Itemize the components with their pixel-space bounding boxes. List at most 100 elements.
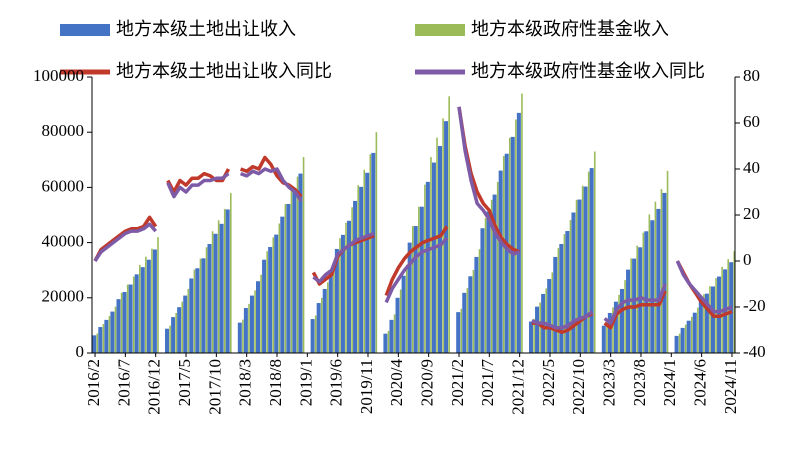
bar [648, 214, 651, 353]
bar [395, 297, 400, 353]
y2-tick-label: 40 [743, 158, 760, 177]
bar [369, 154, 372, 353]
bar [345, 222, 347, 353]
bar [411, 226, 414, 353]
bar [613, 301, 618, 353]
bar [496, 181, 499, 353]
y2-tick-label: -40 [743, 342, 766, 361]
x-tick-label: 2021/2 [448, 359, 467, 406]
bar [557, 248, 560, 353]
bar [371, 152, 376, 353]
bar [357, 185, 359, 353]
bar [262, 259, 267, 353]
bar [314, 315, 317, 353]
bar [229, 192, 232, 353]
bar [310, 319, 315, 353]
bar [187, 288, 190, 353]
bar [280, 216, 285, 353]
bar [102, 324, 105, 353]
bar [213, 233, 218, 353]
bar [284, 203, 287, 353]
bar [128, 284, 133, 353]
bar [703, 294, 705, 353]
bar [474, 256, 479, 353]
bar [486, 211, 491, 353]
bar [322, 288, 327, 353]
bar [292, 191, 297, 353]
x-tick-label: 2021/12 [509, 359, 528, 415]
bar [268, 247, 273, 353]
y-tick-label: 40000 [42, 232, 85, 251]
bar [146, 259, 151, 353]
bar [551, 272, 554, 353]
bar [151, 248, 153, 353]
bar [181, 301, 184, 353]
bar [126, 284, 129, 353]
y2-tick-label: 80 [743, 66, 760, 85]
bar [205, 247, 208, 353]
bar [539, 302, 541, 353]
bar [498, 170, 503, 353]
bar [480, 228, 485, 353]
bar [504, 153, 509, 353]
bar [444, 121, 449, 353]
bar [157, 237, 159, 353]
bar [709, 286, 711, 353]
bar [535, 306, 540, 353]
bar [339, 238, 341, 353]
line-series [93, 106, 733, 330]
bar [456, 312, 461, 353]
x-tick-label: 2023/3 [600, 359, 619, 406]
bar [278, 223, 281, 353]
bar [563, 234, 566, 353]
bar [351, 207, 353, 353]
bar [272, 237, 275, 353]
bar [484, 218, 487, 353]
legend-label: 地方本级政府性基金收入 [471, 19, 669, 40]
x-tick-label: 2017/10 [205, 359, 224, 415]
bar [606, 322, 608, 353]
bar [468, 276, 473, 353]
bar [502, 155, 505, 353]
bar [108, 316, 111, 353]
bar [431, 162, 436, 353]
y2-tick-label: 60 [743, 112, 760, 131]
bar [626, 269, 631, 353]
bar [145, 256, 147, 353]
bar [266, 251, 268, 353]
bar [466, 288, 469, 353]
bar [577, 199, 582, 353]
bar [199, 258, 202, 353]
bar [569, 219, 572, 353]
bar [553, 256, 558, 353]
bar [418, 206, 420, 353]
bar [219, 223, 224, 353]
bar [545, 288, 548, 353]
bar [243, 308, 248, 353]
bar [430, 157, 432, 353]
bar [122, 292, 127, 353]
x-tick-label: 2017/5 [175, 359, 194, 406]
bar [472, 269, 475, 353]
legend-label: 地方本级政府性基金收入同比 [471, 61, 705, 82]
x-tick-label: 2019/6 [327, 359, 346, 406]
bar [207, 243, 212, 353]
bar [662, 192, 667, 353]
x-tick-label: 2024/11 [721, 359, 740, 414]
bar [547, 279, 552, 353]
y-tick-label: 100000 [33, 66, 84, 85]
bar [407, 242, 412, 353]
bar [237, 322, 242, 353]
bar [316, 303, 321, 353]
bar [389, 319, 394, 353]
bar [217, 220, 220, 353]
bar [607, 312, 612, 353]
bar [642, 232, 645, 353]
bar [650, 220, 655, 353]
y2-tick-label: 0 [743, 250, 752, 269]
y2-tick-label: -20 [743, 296, 766, 315]
legend-label: 地方本级土地出让收入 [116, 19, 296, 40]
bar [515, 119, 517, 353]
bar [177, 307, 182, 353]
bar [401, 275, 406, 353]
